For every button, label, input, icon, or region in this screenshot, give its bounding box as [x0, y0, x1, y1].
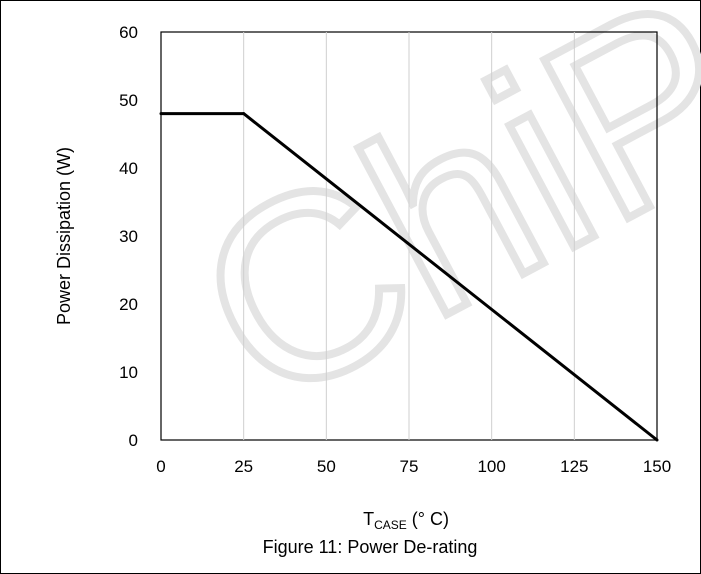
x-axis-title-unit: (° C): [407, 509, 449, 529]
x-axis-title: TCASE (° C): [363, 509, 449, 532]
y-tick-label: 10: [119, 363, 138, 382]
x-tick-label: 125: [560, 457, 588, 476]
x-tick-label: 0: [156, 457, 165, 476]
x-tick-label: 50: [317, 457, 336, 476]
x-tick-label: 150: [643, 457, 671, 476]
watermark-text: ChiP: [155, 0, 701, 460]
x-axis-title-main: T: [363, 509, 374, 529]
data-point: [242, 112, 246, 116]
tick-labels: 0 25 50 75 100 125 150 0 10 20 30 40 50 60: [119, 23, 671, 476]
x-tick-label: 25: [234, 457, 253, 476]
grid-lines: [243, 32, 575, 440]
data-point: [159, 112, 163, 116]
y-tick-label: 50: [119, 91, 138, 110]
y-tick-label: 40: [119, 159, 138, 178]
figure-caption: Figure 11: Power De-rating: [263, 537, 478, 557]
series-group: [159, 112, 659, 442]
y-axis-title: Power Dissipation (W): [54, 147, 74, 325]
x-axis-title-subscript: CASE: [374, 518, 407, 532]
x-tick-label: 75: [400, 457, 419, 476]
y-tick-label: 0: [129, 431, 138, 450]
y-tick-label: 30: [119, 227, 138, 246]
y-tick-label: 60: [119, 23, 138, 42]
y-tick-label: 20: [119, 295, 138, 314]
x-tick-label: 100: [477, 457, 505, 476]
data-point: [655, 438, 659, 442]
